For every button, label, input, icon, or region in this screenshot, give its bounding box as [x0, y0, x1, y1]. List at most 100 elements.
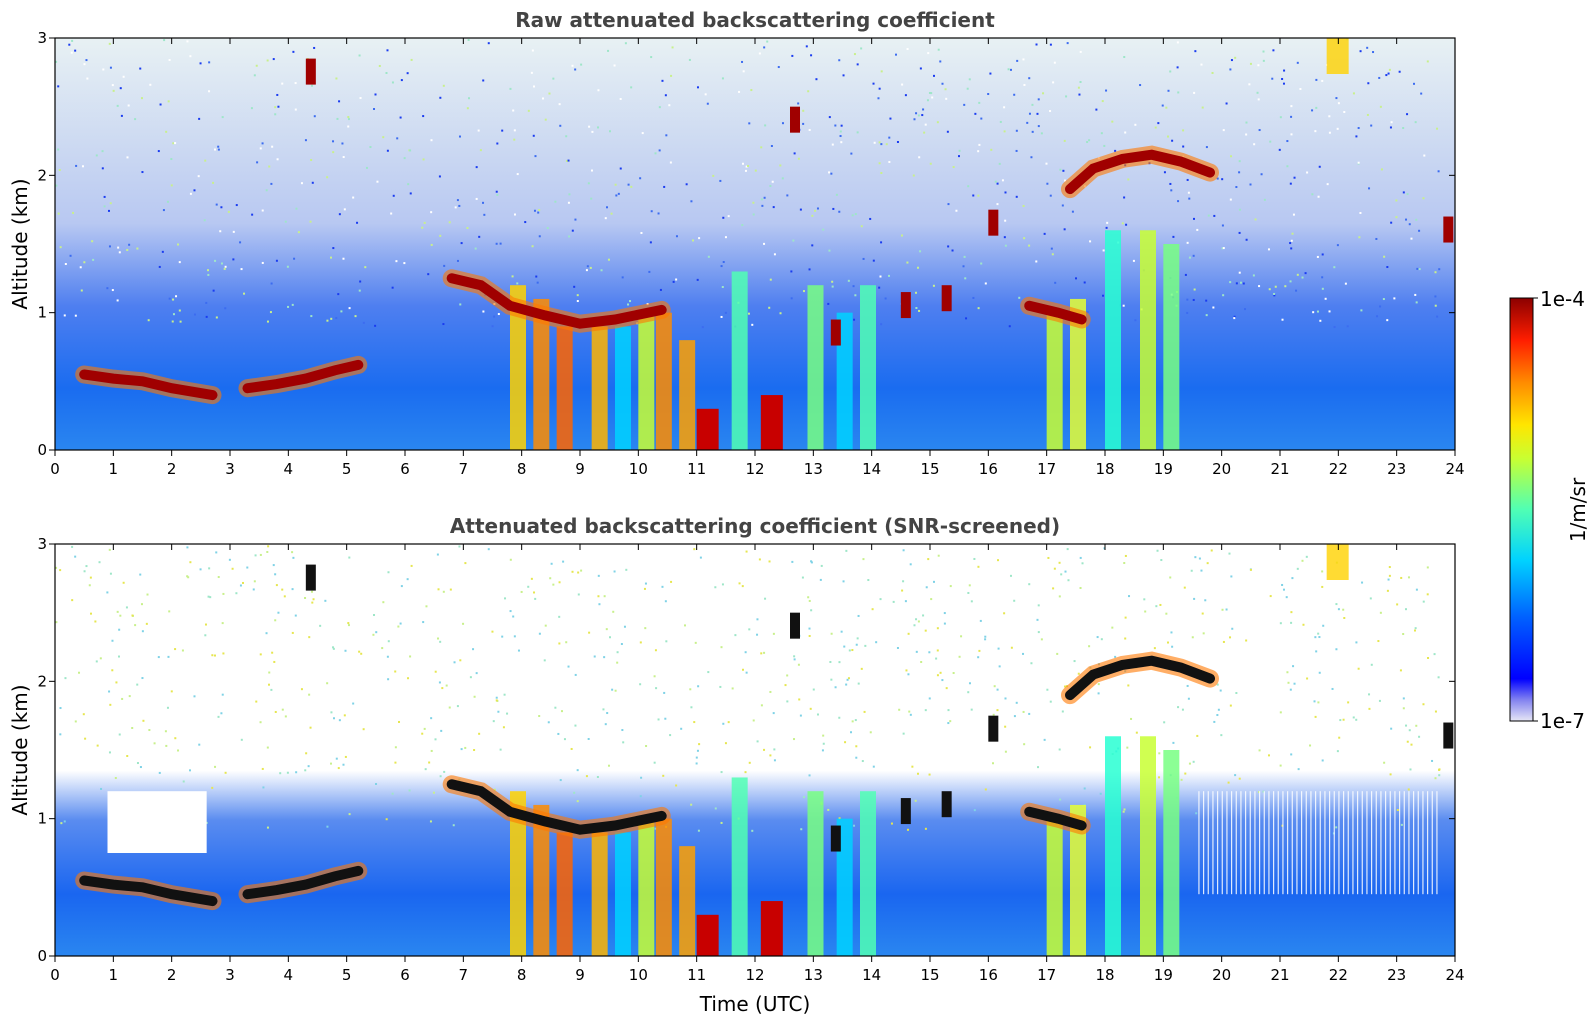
fall-streak: [556, 832, 573, 956]
x-tick-label: 11: [687, 460, 706, 478]
noise-pixel: [1023, 83, 1026, 86]
y-tick-label: 1: [37, 810, 47, 828]
noise-pixel: [675, 278, 678, 281]
noise-pixel: [754, 169, 757, 172]
noise-pixel: [1194, 556, 1197, 559]
noise-pixel: [854, 719, 857, 722]
noise-pixel: [207, 273, 210, 276]
noise-pixel: [816, 207, 819, 210]
noise-pixel: [1180, 778, 1183, 781]
noise-pixel: [55, 621, 58, 624]
noise-pixel: [274, 710, 277, 713]
noise-pixel: [217, 148, 220, 151]
noise-pixel: [830, 632, 833, 635]
noise-pixel: [801, 576, 804, 579]
noise-pixel: [1293, 682, 1296, 685]
noise-pixel: [987, 93, 990, 96]
noise-pixel: [947, 722, 950, 725]
noise-pixel: [422, 115, 425, 118]
noise-pixel: [330, 711, 333, 714]
noise-pixel: [1316, 255, 1319, 258]
raw-heatmap-features: [55, 38, 1454, 450]
noise-pixel: [1157, 122, 1160, 125]
noise-pixel: [1410, 237, 1413, 240]
panel-raw: Raw attenuated backscattering coefficien…: [8, 8, 1465, 478]
noise-pixel: [385, 72, 388, 75]
fall-streak: [1140, 230, 1156, 450]
noise-pixel: [562, 560, 565, 563]
noise-pixel: [354, 315, 357, 318]
noise-pixel: [720, 646, 723, 649]
y-tick-label: 3: [37, 535, 47, 553]
noise-pixel: [936, 674, 939, 677]
noise-pixel: [807, 596, 810, 599]
noise-pixel: [619, 97, 622, 100]
noise-pixel: [1230, 59, 1233, 62]
noise-pixel: [1290, 105, 1293, 108]
noise-pixel: [68, 43, 71, 46]
noise-pixel: [1387, 72, 1390, 75]
noise-pixel: [1095, 108, 1098, 111]
noise-pixel: [1176, 66, 1179, 69]
noise-pixel: [1290, 611, 1293, 614]
noise-pixel: [937, 554, 940, 557]
noise-pixel: [374, 324, 377, 327]
noise-pixel: [921, 114, 924, 117]
noise-pixel: [347, 622, 350, 625]
noise-pixel: [822, 228, 825, 231]
noise-pixel: [125, 606, 128, 609]
noise-pixel: [798, 698, 801, 701]
noise-pixel: [559, 779, 562, 782]
noise-pixel: [658, 149, 661, 152]
fall-streak: [1163, 244, 1180, 450]
noise-pixel: [1193, 597, 1196, 600]
noise-pixel: [1290, 115, 1293, 118]
noise-pixel: [947, 709, 950, 712]
raw-y-axis-label: Altitude (km): [8, 178, 32, 309]
noise-pixel: [1195, 812, 1198, 815]
noise-pixel: [251, 213, 254, 216]
noise-pixel: [224, 307, 227, 310]
noise-pixel: [1097, 692, 1100, 695]
noise-pixel: [199, 62, 202, 65]
noise-pixel: [1158, 776, 1161, 779]
noise-pixel: [764, 597, 767, 600]
noise-pixel: [650, 56, 653, 59]
noise-pixel: [1102, 294, 1105, 297]
screened-gap: [1361, 791, 1363, 895]
noise-pixel: [537, 211, 540, 214]
noise-pixel: [1161, 104, 1164, 107]
screened-gap: [1212, 791, 1214, 895]
noise-pixel: [254, 554, 257, 557]
noise-pixel: [847, 279, 850, 282]
noise-pixel: [1299, 87, 1302, 90]
noise-pixel: [1378, 76, 1381, 79]
noise-pixel: [1186, 311, 1189, 314]
noise-pixel: [828, 171, 831, 174]
noise-pixel: [567, 665, 570, 668]
noise-pixel: [929, 162, 932, 165]
noise-pixel: [707, 255, 710, 258]
noise-pixel: [946, 130, 949, 133]
noise-pixel: [458, 135, 461, 138]
x-tick-label: 22: [1329, 966, 1348, 984]
noise-pixel: [1321, 287, 1324, 290]
noise-pixel: [639, 177, 642, 180]
noise-pixel: [274, 573, 277, 576]
noise-pixel: [174, 648, 177, 651]
noise-pixel: [810, 609, 813, 612]
noise-pixel: [1238, 231, 1241, 234]
noise-pixel: [186, 575, 189, 578]
noise-pixel: [279, 772, 282, 775]
noise-pixel: [1222, 247, 1225, 250]
noise-pixel: [989, 72, 992, 75]
x-tick-label: 6: [400, 966, 410, 984]
noise-pixel: [1242, 282, 1245, 285]
noise-pixel: [675, 784, 678, 787]
noise-pixel: [1402, 707, 1405, 710]
noise-pixel: [1245, 639, 1248, 642]
screened-gap: [1399, 791, 1401, 895]
noise-pixel: [395, 260, 398, 263]
screened-gap: [1380, 791, 1382, 895]
screened-gap: [1329, 791, 1331, 895]
